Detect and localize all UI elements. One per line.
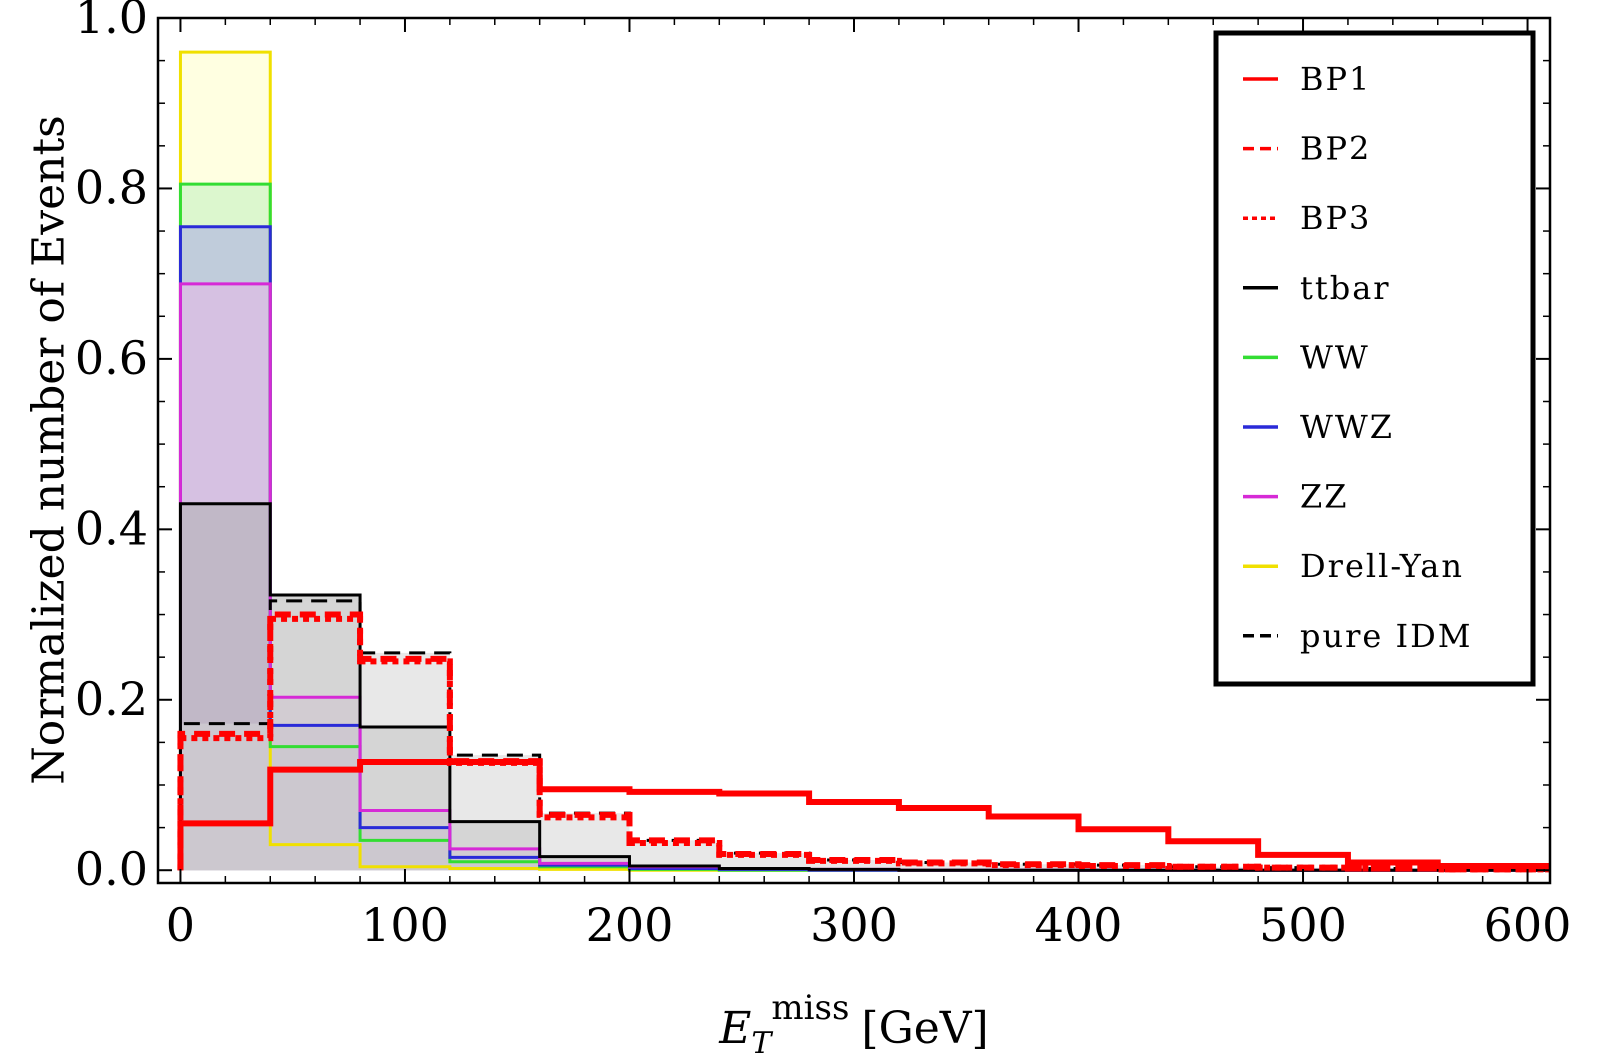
y-tick-label: 0.6	[75, 331, 148, 385]
x-tick-label: 100	[361, 898, 449, 952]
y-axis-title: Normalized number of Events	[24, 115, 75, 785]
x-axis-title-sup: miss	[771, 988, 849, 1028]
legend-label-bp3: BP3	[1300, 199, 1371, 237]
step-line-ttbar	[178, 502, 1550, 872]
tick-labels: 0 100 200 300 400 500 600 0.0 0.2 0.4 0.6 0.8 1.0	[75, 0, 1572, 952]
y-tick-label: 0.4	[75, 501, 148, 555]
x-tick-label: 300	[810, 898, 898, 952]
legend-label-bp1: BP1	[1300, 60, 1371, 98]
legend-label-drell-yan: Drell-Yan	[1300, 547, 1464, 585]
legend-label-wwz: WWZ	[1300, 408, 1394, 446]
x-tick-label: 600	[1484, 898, 1572, 952]
x-tick-label: 400	[1035, 898, 1123, 952]
step-line-bp3	[177, 615, 1550, 873]
y-tick-label: 1.0	[75, 0, 148, 44]
y-tick-label: 0.8	[75, 160, 148, 214]
legend: BP1 BP2 BP3 ttbar WW WWZ ZZ Drell-Yan pure IDM	[1213, 30, 1536, 687]
x-tick-label: 0	[166, 898, 195, 952]
x-axis-title-sub: T	[751, 1026, 773, 1057]
x-axis-title-main: E	[718, 1003, 751, 1054]
legend-label-ttbar: ttbar	[1300, 269, 1391, 307]
legend-label-pure-idm: pure IDM	[1300, 617, 1473, 655]
legend-label-bp2: BP2	[1300, 130, 1371, 168]
x-tick-label: 500	[1259, 898, 1347, 952]
x-axis-title: ETmiss [GeV]	[718, 988, 988, 1057]
legend-label-ww: WW	[1300, 338, 1370, 376]
axis-ticks	[158, 17, 1550, 883]
step-line-bp1	[177, 758, 1550, 871]
histogram-fills	[180, 52, 1550, 871]
x-axis-title-unit: [GeV]	[861, 1003, 988, 1054]
y-tick-label: 0.0	[75, 842, 148, 896]
fill-pure-idm	[180, 600, 1550, 871]
y-tick-label: 0.2	[75, 672, 148, 726]
legend-items: BP1 BP2 BP3 ttbar WW WWZ ZZ Drell-Yan pure IDM	[1243, 60, 1473, 655]
legend-label-zz: ZZ	[1300, 478, 1348, 516]
x-tick-label: 200	[586, 898, 674, 952]
legend-box	[1213, 30, 1536, 687]
